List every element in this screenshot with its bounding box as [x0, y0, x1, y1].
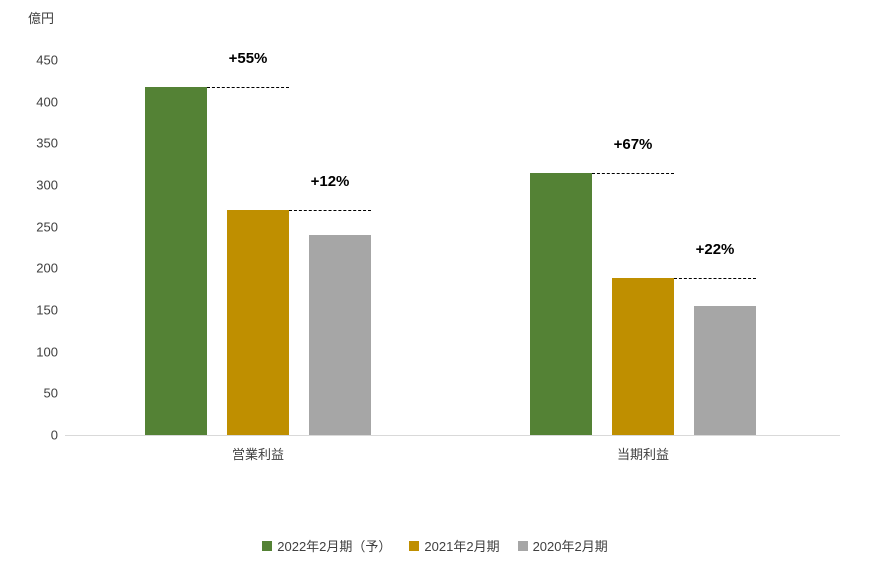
growth-dashed-line [674, 278, 756, 280]
y-axis-tick-label: 0 [50, 427, 58, 443]
growth-dashed-line [592, 172, 674, 174]
legend-label: 2021年2月期 [424, 539, 500, 554]
legend-item: 2022年2月期（予） [262, 536, 391, 555]
bar [227, 210, 289, 435]
bar [612, 278, 674, 435]
growth-dashed-line [207, 86, 289, 88]
bar [530, 172, 592, 435]
growth-percent-label: +22% [695, 241, 735, 259]
growth-percent-label: +67% [613, 135, 653, 153]
bar [145, 86, 207, 435]
legend-item: 2020年2月期 [517, 536, 608, 555]
legend-swatch-icon [262, 540, 273, 551]
legend-label: 2022年2月期（予） [277, 539, 392, 554]
growth-percent-label: +12% [310, 173, 350, 190]
bar [694, 305, 756, 435]
y-axis-tick-label: 150 [36, 302, 58, 318]
legend-item: 2021年2月期 [409, 536, 500, 555]
legend-label: 2020年2月期 [532, 539, 608, 554]
x-axis-line [65, 435, 840, 436]
y-axis-tick-label: 300 [36, 177, 58, 193]
category-label: 営業利益 [231, 447, 285, 462]
y-axis-tick-label: 400 [36, 94, 58, 110]
bar [309, 235, 371, 435]
y-axis-unit-label: 億円 [28, 11, 55, 26]
category-label: 当期利益 [616, 447, 670, 462]
legend: 2022年2月期（予） 2021年2月期 2020年2月期 [0, 536, 870, 555]
y-axis-tick-label: 250 [36, 219, 58, 235]
y-axis-tick-label: 450 [36, 52, 58, 68]
legend-swatch-icon [409, 540, 420, 551]
y-axis-tick-label: 350 [36, 135, 58, 151]
growth-percent-label: +55% [228, 49, 268, 67]
growth-dashed-line [289, 210, 371, 211]
legend-swatch-icon [517, 540, 528, 551]
y-axis-tick-label: 200 [36, 260, 58, 276]
y-axis-tick-label: 100 [36, 344, 58, 360]
y-axis-tick-label: 50 [43, 385, 58, 401]
